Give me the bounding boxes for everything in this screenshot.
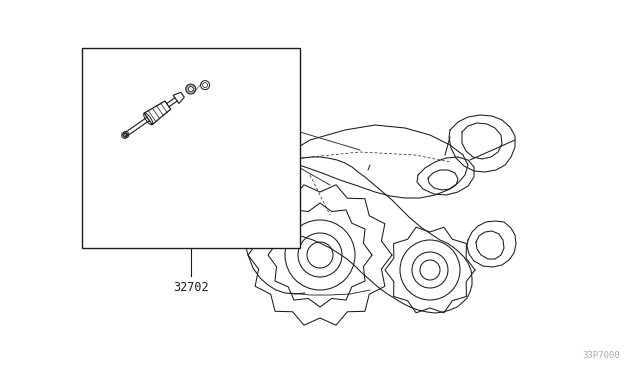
- Bar: [82, 48, 300, 248]
- Ellipse shape: [188, 87, 193, 92]
- Ellipse shape: [186, 84, 196, 94]
- Text: 32702: 32702: [173, 281, 209, 294]
- Text: 33P7000: 33P7000: [582, 351, 620, 360]
